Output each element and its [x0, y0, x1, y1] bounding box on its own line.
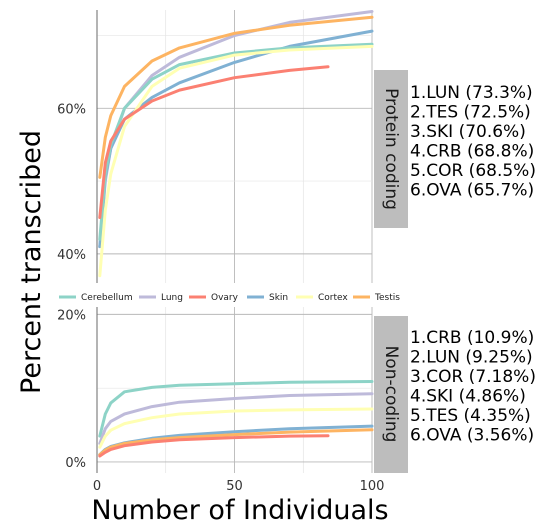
- panel-protein-coding: 40% 60% Protein coding 1.LUN (73.3%)2.TES…: [57, 10, 536, 283]
- y-ticks-bottom: 0% 20%: [57, 308, 86, 471]
- series-line-skin: [98, 29, 374, 249]
- panel-non-coding: 0% 20% Non-coding 1.CRB (10.9%)2.LUN (9.2…: [57, 307, 536, 473]
- ranking-top: 1.LUN (73.3%)2.TES (72.5%)3.SKI (70.6%)4…: [410, 83, 536, 201]
- strip-label-protein-coding: Protein coding: [381, 88, 401, 210]
- ranking-entry: 3.COR (7.18%): [410, 367, 536, 387]
- strip-label-non-coding: Non-coding: [381, 346, 401, 443]
- x-tick-label: 50: [226, 479, 243, 494]
- series-line-lung: [98, 392, 374, 445]
- ranking-entry: 1.LUN (73.3%): [410, 83, 533, 103]
- legend-label-skin: Skin: [269, 293, 288, 303]
- y-tick-label: 20%: [57, 308, 86, 323]
- ranking-entry: 2.LUN (9.25%): [410, 348, 533, 368]
- x-tick-label: 0: [93, 479, 101, 494]
- grid-top: [96, 10, 373, 283]
- legend-label-lung: Lung: [161, 293, 183, 303]
- series-top: [98, 10, 374, 278]
- y-tick-label: 0%: [65, 456, 86, 471]
- series-line-cerebellum: [98, 380, 374, 438]
- legend-label-cortex: Cortex: [318, 293, 348, 303]
- ranking-entry: 6.OVA (65.7%): [410, 181, 534, 201]
- strip-background-top: [374, 70, 408, 228]
- ranking-entry: 4.CRB (68.8%): [410, 142, 534, 162]
- series-line-testis: [98, 428, 374, 457]
- x-ticks: 0 50 100: [93, 479, 385, 494]
- series-bottom: [98, 380, 374, 458]
- x-axis-title: Number of Individuals: [91, 495, 388, 525]
- strip-background-bottom: [374, 316, 408, 473]
- ranking-entry: 4.SKI (4.86%): [410, 387, 526, 407]
- ranking-entry: 5.TES (4.35%): [410, 406, 531, 426]
- y-tick-label: 60%: [57, 102, 86, 117]
- ranking-entry: 2.TES (72.5%): [410, 103, 531, 123]
- legend: Cerebellum Lung Ovary Skin Cortex Testis: [59, 293, 400, 303]
- y-axis-title: Percent transcribed: [16, 130, 47, 394]
- x-tick-label: 100: [360, 479, 385, 494]
- ranking-entry: 3.SKI (70.6%): [410, 122, 526, 142]
- series-line-cortex: [98, 407, 374, 449]
- y-ticks-top: 40% 60%: [57, 102, 86, 263]
- ranking-entry: 1.CRB (10.9%): [410, 328, 534, 348]
- series-line-cerebellum: [98, 42, 374, 241]
- y-tick-label: 40%: [57, 248, 86, 263]
- series-line-ovary: [98, 65, 330, 219]
- ranking-entry: 6.OVA (3.56%): [410, 426, 534, 446]
- legend-label-ovary: Ovary: [211, 293, 239, 303]
- series-line-ovary: [98, 434, 330, 458]
- series-line-cortex: [98, 44, 374, 278]
- ranking-bottom: 1.CRB (10.9%)2.LUN (9.25%)3.COR (7.18%)4…: [410, 328, 536, 446]
- legend-label-cerebellum: Cerebellum: [81, 293, 133, 303]
- legend-label-testis: Testis: [374, 293, 400, 303]
- series-line-testis: [98, 15, 374, 179]
- ranking-entry: 5.COR (68.5%): [410, 161, 536, 181]
